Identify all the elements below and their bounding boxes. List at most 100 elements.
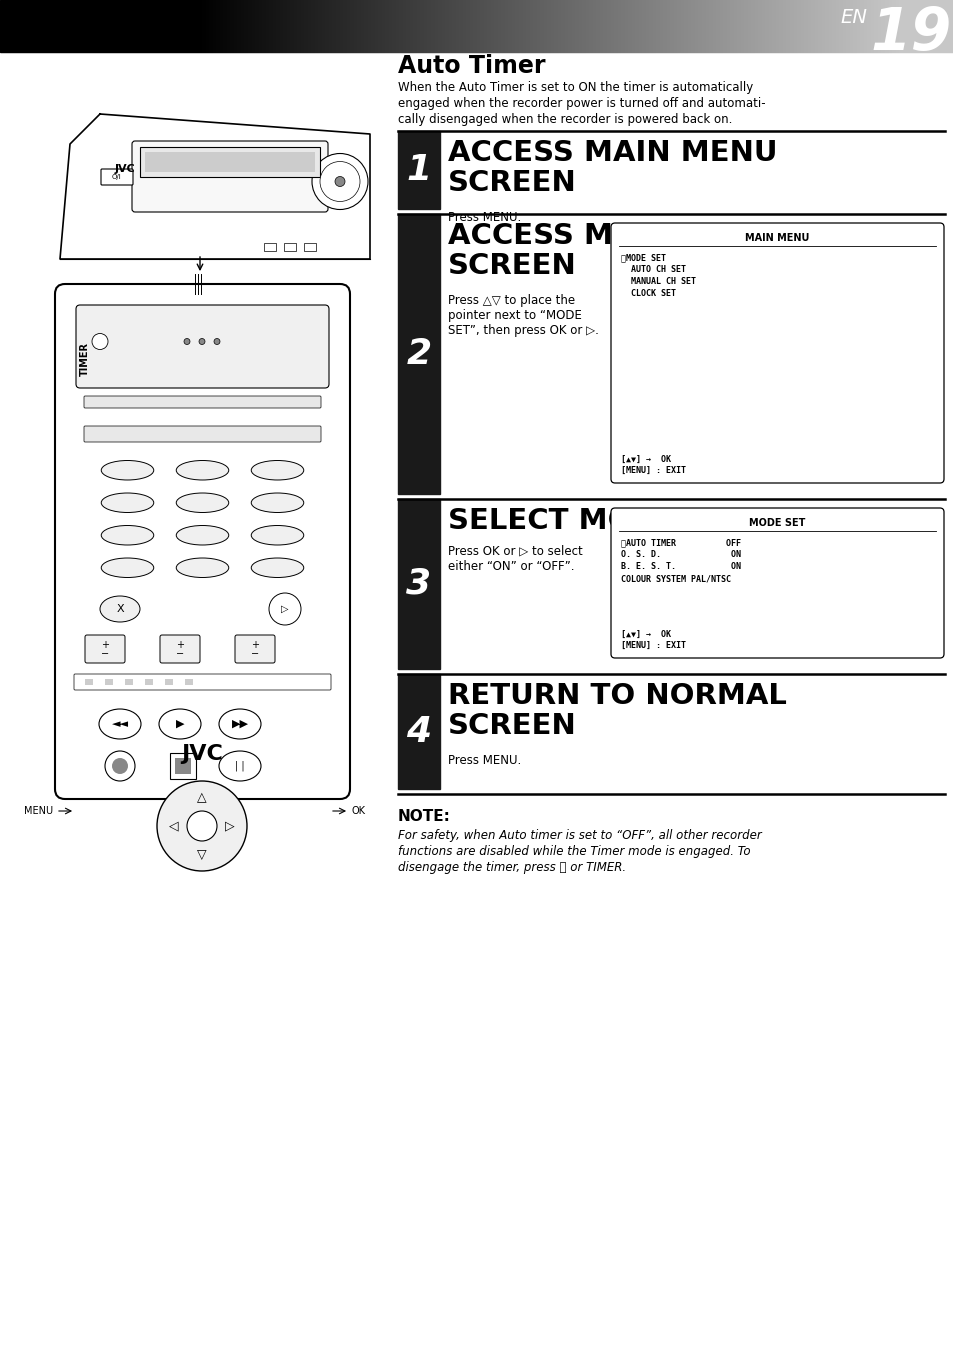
Bar bbox=[586, 0, 587, 53]
Bar bbox=[863, 0, 864, 53]
Bar bbox=[774, 0, 775, 53]
Bar bbox=[270, 0, 271, 53]
Bar bbox=[893, 0, 894, 53]
Bar bbox=[680, 0, 681, 53]
Bar bbox=[378, 0, 379, 53]
Text: disengage the timer, press ⓞ or TIMER.: disengage the timer, press ⓞ or TIMER. bbox=[397, 861, 625, 874]
Bar bbox=[139, 0, 140, 53]
Bar bbox=[143, 0, 144, 53]
Bar bbox=[705, 0, 706, 53]
Bar bbox=[543, 0, 544, 53]
Bar bbox=[319, 0, 320, 53]
Bar bbox=[409, 0, 410, 53]
Bar bbox=[479, 0, 480, 53]
Bar bbox=[352, 0, 353, 53]
Bar bbox=[53, 0, 54, 53]
Bar bbox=[251, 0, 252, 53]
Bar bbox=[857, 0, 858, 53]
Text: 19: 19 bbox=[869, 5, 950, 62]
Bar bbox=[19, 0, 20, 53]
Bar bbox=[641, 0, 642, 53]
Bar bbox=[873, 0, 874, 53]
Bar bbox=[128, 0, 129, 53]
Bar bbox=[55, 0, 56, 53]
Bar bbox=[843, 0, 844, 53]
Bar bbox=[475, 0, 476, 53]
Bar bbox=[264, 243, 275, 251]
Bar bbox=[380, 0, 381, 53]
Text: +: + bbox=[175, 639, 184, 650]
Bar bbox=[782, 0, 783, 53]
Bar bbox=[880, 0, 882, 53]
Bar bbox=[834, 0, 835, 53]
Bar bbox=[413, 0, 414, 53]
Bar bbox=[382, 0, 384, 53]
Bar bbox=[622, 0, 623, 53]
Bar bbox=[174, 758, 191, 774]
Text: [▲▼] →  OK: [▲▼] → OK bbox=[620, 630, 670, 639]
Text: B. E. S. T.           ON: B. E. S. T. ON bbox=[620, 563, 740, 571]
Bar bbox=[29, 0, 30, 53]
Bar bbox=[531, 0, 532, 53]
Bar bbox=[933, 0, 934, 53]
Ellipse shape bbox=[176, 492, 229, 513]
Bar bbox=[416, 0, 417, 53]
Bar bbox=[447, 0, 448, 53]
FancyBboxPatch shape bbox=[74, 674, 331, 689]
Text: 2: 2 bbox=[406, 337, 431, 371]
Bar bbox=[45, 0, 46, 53]
Bar bbox=[780, 0, 781, 53]
Bar bbox=[507, 0, 509, 53]
Bar bbox=[397, 0, 398, 53]
Bar bbox=[588, 0, 589, 53]
Bar bbox=[253, 0, 254, 53]
Bar bbox=[438, 0, 439, 53]
Bar bbox=[260, 0, 261, 53]
Bar bbox=[351, 0, 352, 53]
Bar bbox=[869, 0, 870, 53]
Bar bbox=[690, 0, 691, 53]
Bar bbox=[845, 0, 846, 53]
Bar bbox=[710, 0, 711, 53]
Bar bbox=[718, 0, 719, 53]
Bar bbox=[519, 0, 520, 53]
Bar bbox=[373, 0, 374, 53]
Bar bbox=[85, 679, 92, 685]
Bar bbox=[42, 0, 43, 53]
Bar bbox=[934, 0, 935, 53]
Bar bbox=[366, 0, 367, 53]
Bar bbox=[645, 0, 646, 53]
Ellipse shape bbox=[99, 710, 141, 739]
Bar bbox=[910, 0, 911, 53]
Bar bbox=[174, 0, 175, 53]
FancyBboxPatch shape bbox=[84, 397, 320, 407]
Bar bbox=[107, 0, 108, 53]
Bar bbox=[37, 0, 38, 53]
Text: +: + bbox=[251, 639, 258, 650]
Bar bbox=[818, 0, 820, 53]
Bar bbox=[918, 0, 919, 53]
Bar bbox=[925, 0, 926, 53]
Bar bbox=[758, 0, 759, 53]
Bar bbox=[202, 0, 203, 53]
Bar bbox=[593, 0, 594, 53]
Bar bbox=[221, 0, 222, 53]
Bar bbox=[79, 0, 80, 53]
Bar bbox=[340, 0, 341, 53]
Text: [MENU] : EXIT: [MENU] : EXIT bbox=[620, 465, 685, 475]
Bar bbox=[316, 0, 317, 53]
Bar bbox=[527, 0, 529, 53]
Bar bbox=[862, 0, 863, 53]
Bar bbox=[400, 0, 401, 53]
Bar bbox=[403, 0, 405, 53]
Bar bbox=[671, 0, 672, 53]
Bar bbox=[262, 0, 263, 53]
Bar bbox=[879, 0, 880, 53]
Bar bbox=[865, 0, 866, 53]
Bar bbox=[177, 0, 178, 53]
Bar bbox=[212, 0, 213, 53]
Bar bbox=[944, 0, 945, 53]
Bar bbox=[812, 0, 813, 53]
Bar bbox=[847, 0, 848, 53]
Bar bbox=[874, 0, 875, 53]
